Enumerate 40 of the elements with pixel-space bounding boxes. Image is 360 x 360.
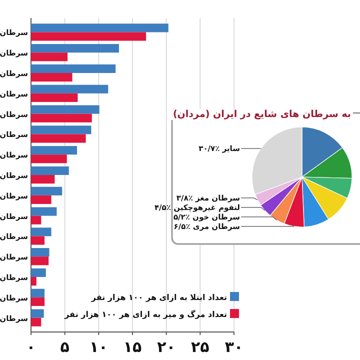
bar (31, 248, 50, 257)
x-tick-label: ۲۰ (157, 338, 176, 356)
bar (31, 114, 92, 122)
bar (31, 146, 78, 155)
bar (31, 93, 78, 102)
bar (31, 297, 45, 306)
bar (31, 44, 119, 53)
chart-title: به سرطان های شایع در ایران (مردان) (172, 109, 352, 120)
bar (31, 268, 46, 277)
x-tick-label: ۲۵ (191, 338, 210, 356)
x-tick-label: ۱۵ (123, 338, 142, 356)
bar (31, 52, 68, 62)
bar (31, 186, 62, 196)
bar (31, 24, 168, 32)
bar (31, 134, 86, 143)
bar (31, 126, 92, 134)
bar (31, 256, 49, 266)
bar (31, 105, 100, 114)
bar (31, 236, 45, 245)
bar (31, 73, 72, 82)
x-tick-label: ۵ (60, 338, 70, 356)
bar (31, 318, 42, 326)
bar (31, 154, 67, 164)
bar (31, 166, 69, 175)
legend-label: تعداد ابتلا به ازای هر ۱۰۰ هزار نفر (90, 293, 227, 302)
bar (31, 32, 146, 41)
bar (31, 216, 42, 224)
legend-label: تعداد مرگ و میر به ازای هر ۱۰۰ هزار نفر (64, 309, 227, 319)
bar (31, 84, 108, 94)
bar (31, 309, 44, 318)
bar (31, 277, 36, 286)
bar (31, 175, 55, 184)
bar (31, 195, 52, 204)
x-tick-label: ۱۰ (90, 338, 108, 356)
bar (31, 64, 116, 73)
bar (31, 207, 57, 216)
bar (31, 228, 52, 236)
x-tick-label: ۰ (26, 338, 36, 356)
x-tick-label: ۳۰ (224, 338, 244, 356)
bar (31, 288, 45, 298)
